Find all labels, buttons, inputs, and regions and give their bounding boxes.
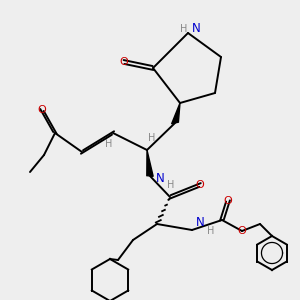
Text: N: N	[156, 172, 164, 185]
Text: N: N	[192, 22, 200, 35]
Text: O: O	[38, 105, 46, 115]
Text: H: H	[105, 139, 113, 149]
Polygon shape	[172, 103, 180, 124]
Text: H: H	[180, 24, 188, 34]
Text: O: O	[224, 196, 232, 206]
Text: H: H	[207, 226, 215, 236]
Text: H: H	[148, 133, 156, 143]
Text: O: O	[238, 226, 246, 236]
Polygon shape	[147, 150, 153, 176]
Text: N: N	[196, 217, 204, 230]
Text: O: O	[120, 57, 128, 67]
Text: H: H	[167, 180, 175, 190]
Text: O: O	[196, 180, 204, 190]
